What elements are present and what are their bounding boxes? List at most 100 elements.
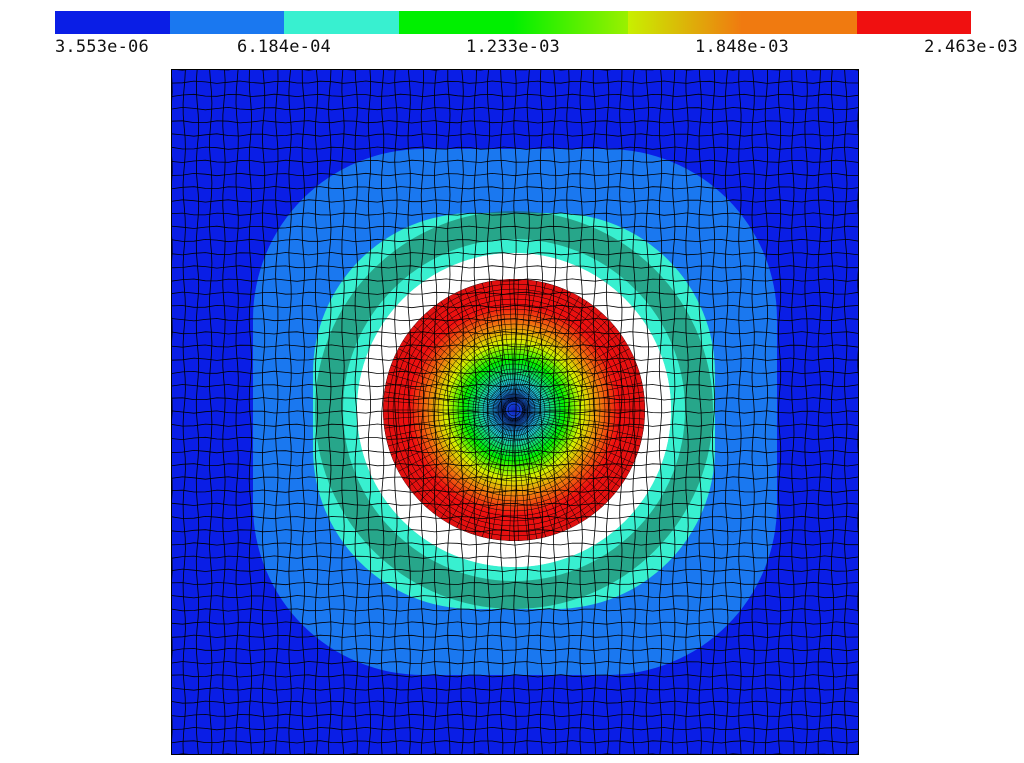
mesh-line-vertical — [685, 69, 689, 755]
mesh-line-horizontal — [171, 700, 859, 704]
mesh-line-horizontal — [171, 344, 859, 348]
mesh-line-horizontal — [171, 555, 859, 559]
disc-mesh-spoke — [521, 411, 640, 447]
disc-mesh-spoke — [482, 417, 513, 538]
mesh-line-vertical — [804, 69, 808, 755]
mesh-line-horizontal — [171, 423, 859, 427]
disc-mesh-spoke — [515, 282, 546, 403]
mesh-line-vertical — [566, 69, 570, 755]
mesh-line-vertical — [553, 69, 557, 755]
mesh-line-horizontal — [171, 449, 859, 454]
mesh-line-horizontal — [171, 106, 859, 111]
disc-mesh-spoke — [520, 413, 630, 472]
disc-mesh-spoke — [521, 356, 634, 407]
disc-mesh-spoke — [520, 414, 626, 480]
plot-border — [171, 69, 859, 755]
disc-mesh-spoke — [520, 414, 621, 488]
colorbar-segment-1 — [55, 11, 170, 34]
disc-mesh-spoke — [383, 400, 507, 410]
disc-mesh-spoke — [464, 417, 512, 532]
mesh-line-horizontal — [171, 634, 859, 638]
disc-mesh-spoke — [473, 285, 512, 403]
disc-mesh-spoke — [448, 416, 511, 524]
disc-mesh-spoke — [514, 279, 528, 403]
mesh-line-horizontal — [171, 568, 859, 572]
mesh-line-vertical — [513, 69, 517, 755]
disc-mesh-spoke — [517, 416, 580, 524]
disc-mesh-spoke — [433, 416, 510, 514]
mesh-line-horizontal — [171, 133, 859, 137]
disc-mesh-spoke — [521, 400, 645, 410]
disc-mesh-spoke — [514, 417, 519, 541]
disc-mesh-spoke — [521, 410, 644, 429]
mesh-line-vertical — [248, 69, 253, 755]
disc-mesh-spoke — [519, 312, 602, 405]
disc-mesh-spoke — [521, 373, 640, 409]
mesh-line-horizontal — [171, 581, 859, 586]
mesh-line-horizontal — [171, 397, 859, 401]
mesh-line-horizontal — [171, 515, 859, 520]
mesh-line-horizontal — [171, 661, 859, 665]
disc-mesh-spoke — [519, 325, 615, 406]
mesh-line-vertical — [672, 69, 676, 755]
disc-mesh-spoke — [419, 318, 509, 405]
central-disc — [383, 279, 645, 541]
disc-mesh-spoke — [519, 415, 609, 502]
disc-mesh-spoke — [500, 417, 514, 541]
mesh-line-horizontal — [171, 304, 859, 309]
mesh-line-horizontal — [171, 238, 859, 243]
mesh-line-horizontal — [171, 502, 859, 506]
mesh-line-vertical — [235, 69, 239, 755]
mesh-line-horizontal — [171, 674, 859, 678]
disc-mesh-spoke — [518, 301, 588, 404]
mesh-line-vertical — [209, 69, 213, 755]
disc-mesh-spoke — [448, 296, 511, 404]
mesh-line-horizontal — [171, 252, 859, 256]
colorbar-tick-2: 6.184e-04 — [237, 37, 331, 57]
mesh-line-horizontal — [171, 318, 859, 322]
disc-mesh-spoke — [491, 280, 513, 403]
disc-mesh-spoke — [385, 411, 507, 438]
disc-mesh-spoke — [413, 414, 509, 495]
mesh-line-horizontal — [171, 529, 859, 533]
mesh-line-horizontal — [171, 740, 859, 744]
mesh-line-vertical — [777, 69, 782, 755]
disc-mesh-spoke — [509, 417, 514, 541]
disc-mesh-spoke — [519, 415, 602, 508]
mesh-line-horizontal — [171, 80, 859, 84]
disc-mesh-spoke — [426, 415, 509, 508]
disc-mesh-spoke — [514, 417, 528, 541]
disc-mesh-spoke — [519, 414, 615, 495]
mesh-line-horizontal — [171, 291, 859, 295]
mesh-line-horizontal — [171, 608, 859, 612]
mesh-line-vertical — [447, 69, 451, 755]
disc-mesh-spoke — [520, 332, 621, 406]
disc-mesh-spoke — [394, 356, 507, 407]
mesh-line-horizontal — [171, 595, 859, 599]
disc-mesh-spoke — [517, 417, 572, 528]
colorbar-tick-max: 2.463e-03 — [924, 37, 1018, 57]
disc-mesh-spoke — [520, 348, 630, 407]
disc-mesh-spoke — [419, 415, 509, 502]
disc-mesh-spoke — [521, 412, 638, 456]
disc-mesh-spoke — [518, 306, 595, 404]
disc-mesh-spoke — [509, 279, 514, 403]
mesh-line-horizontal — [171, 172, 859, 177]
disc-mesh-spoke — [383, 410, 507, 420]
colorbar-segment-7 — [742, 11, 857, 34]
mesh-line-horizontal — [171, 225, 859, 229]
colorbar — [55, 11, 971, 34]
mesh-line-vertical — [632, 69, 636, 755]
disc-mesh-spoke — [517, 292, 572, 403]
disc-mesh-spoke — [521, 382, 643, 409]
disc-mesh-spoke — [388, 411, 507, 447]
colorbar-segment-3 — [284, 11, 399, 34]
mesh-line-vertical — [314, 69, 319, 755]
disc-mesh-spoke — [394, 413, 507, 464]
mesh-line-vertical — [764, 69, 768, 755]
disc-mesh-spoke — [520, 340, 626, 406]
mesh-line-vertical — [460, 69, 464, 755]
disc-mesh-spoke — [398, 413, 508, 472]
colorbar-tick-4: 1.848e-03 — [695, 37, 789, 57]
disc-mesh-spoke — [440, 301, 510, 404]
